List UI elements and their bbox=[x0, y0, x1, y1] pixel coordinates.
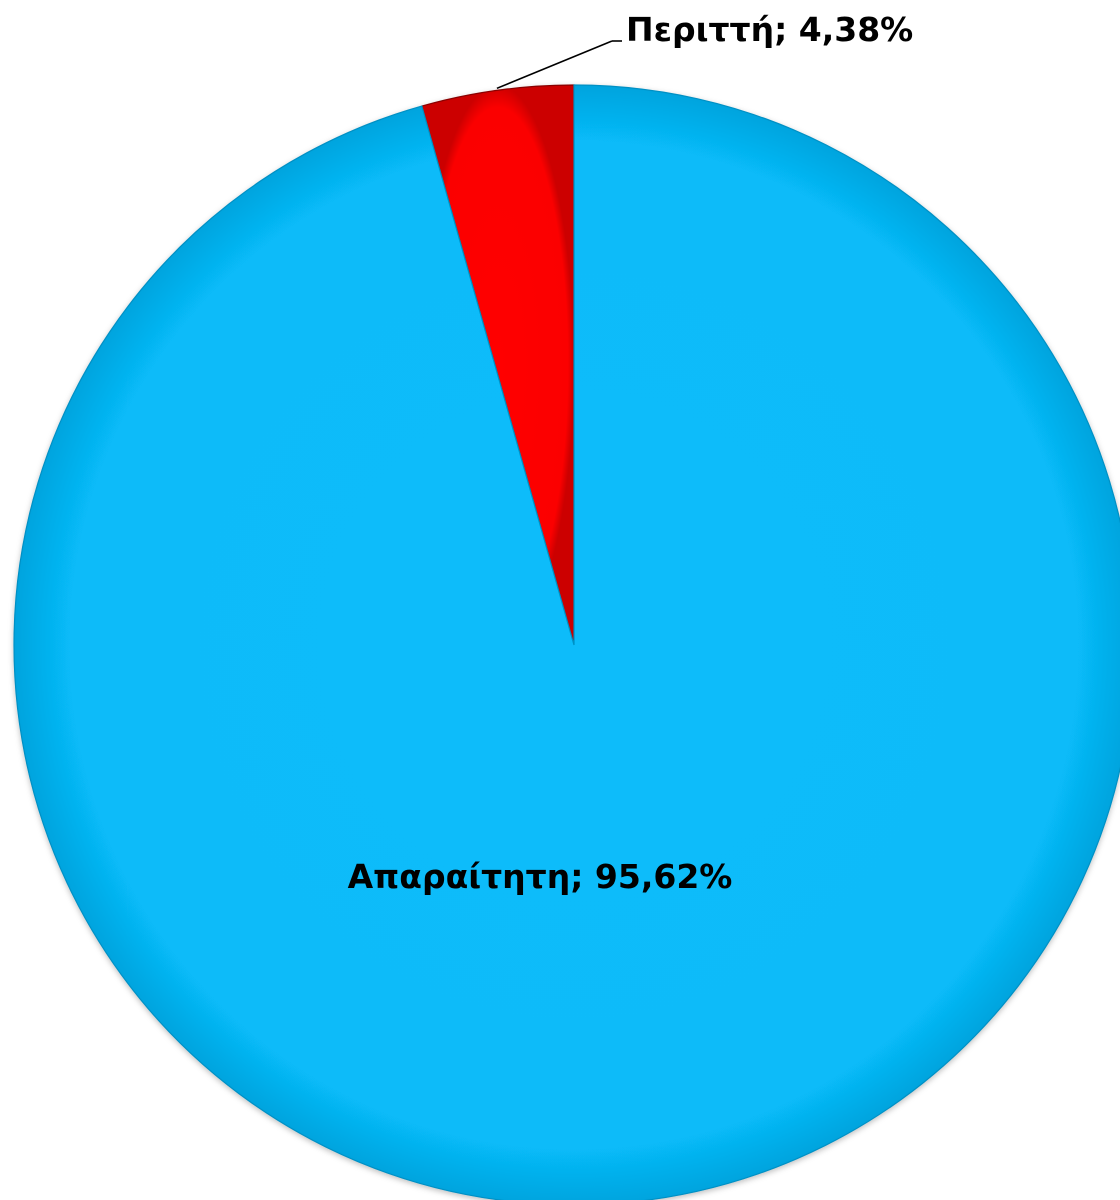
data-label-peritti: Περιττή; 4,38% bbox=[626, 10, 913, 49]
leader-line-slice-peritti bbox=[496, 40, 613, 90]
data-label-aparaititi: Απαραίτητη; 95,62% bbox=[348, 857, 733, 896]
pie-slices bbox=[13, 84, 1120, 1200]
